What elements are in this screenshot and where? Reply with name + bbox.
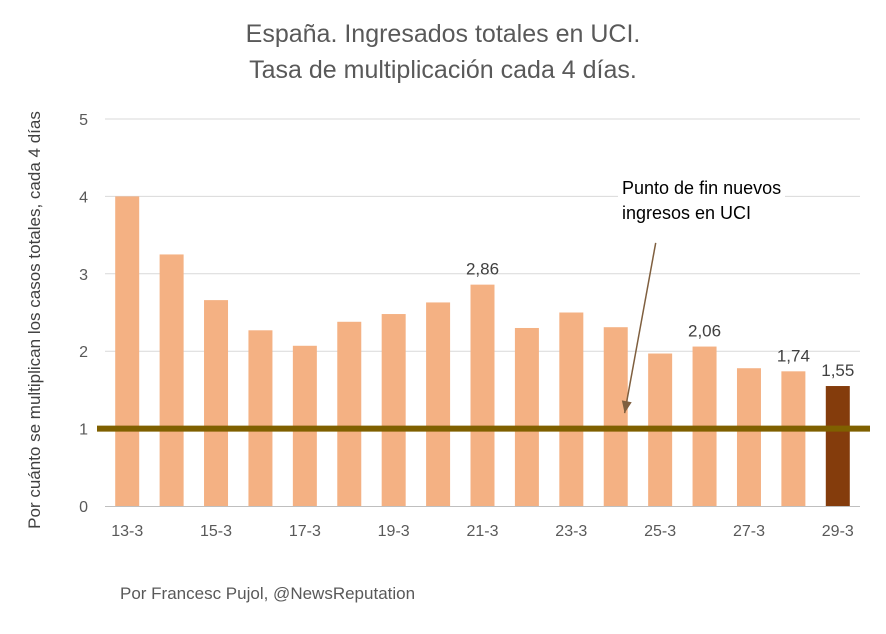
bar	[825, 386, 850, 506]
x-tick-label: 13-3	[111, 523, 143, 540]
bar	[381, 314, 406, 506]
x-tick-label: 17-3	[289, 523, 321, 540]
bar	[514, 327, 539, 506]
bar	[603, 327, 628, 506]
data-label: 1,55	[821, 361, 854, 380]
data-label: 2,86	[466, 260, 499, 279]
data-label: 1,74	[777, 346, 810, 365]
y-tick-label: 3	[79, 267, 88, 284]
bar	[426, 302, 451, 506]
x-tick-label: 29-3	[822, 523, 854, 540]
y-axis-label: Por cuánto se multiplican los casos tota…	[25, 111, 44, 529]
y-tick-label: 5	[79, 112, 88, 129]
data-label: 2,06	[688, 322, 721, 341]
x-tick-label: 23-3	[555, 523, 587, 540]
x-tick-label: 21-3	[466, 523, 498, 540]
annotation-line-1: Punto de fin nuevos	[622, 178, 782, 198]
bar	[781, 371, 806, 506]
bar	[204, 300, 229, 506]
y-tick-label: 0	[79, 499, 88, 516]
bar	[470, 284, 495, 506]
y-tick-label: 1	[79, 422, 88, 439]
bar	[337, 321, 362, 506]
annotation-arrow-head	[621, 400, 632, 414]
annotation-arrow-line	[623, 242, 657, 414]
bar	[248, 330, 273, 506]
bar	[559, 312, 584, 506]
y-tick-label: 2	[79, 344, 88, 361]
bar	[736, 368, 761, 506]
chart-subtitle: Tasa de multiplicación cada 4 días.	[249, 56, 637, 84]
x-tick-label: 27-3	[733, 523, 765, 540]
bar	[115, 196, 140, 506]
footer-credit: Por Francesc Pujol, @NewsReputation	[120, 584, 416, 603]
x-tick-label: 15-3	[200, 523, 232, 540]
chart-title: España. Ingresados totales en UCI.	[245, 20, 641, 48]
annotation-line-2: ingresos en UCI	[622, 203, 752, 223]
y-tick-label: 4	[79, 189, 88, 206]
x-tick-label: 25-3	[644, 523, 676, 540]
bar	[159, 254, 184, 506]
x-tick-label: 19-3	[378, 523, 410, 540]
annotation-text: Punto de fin nuevos ingresos en UCI	[618, 176, 786, 226]
